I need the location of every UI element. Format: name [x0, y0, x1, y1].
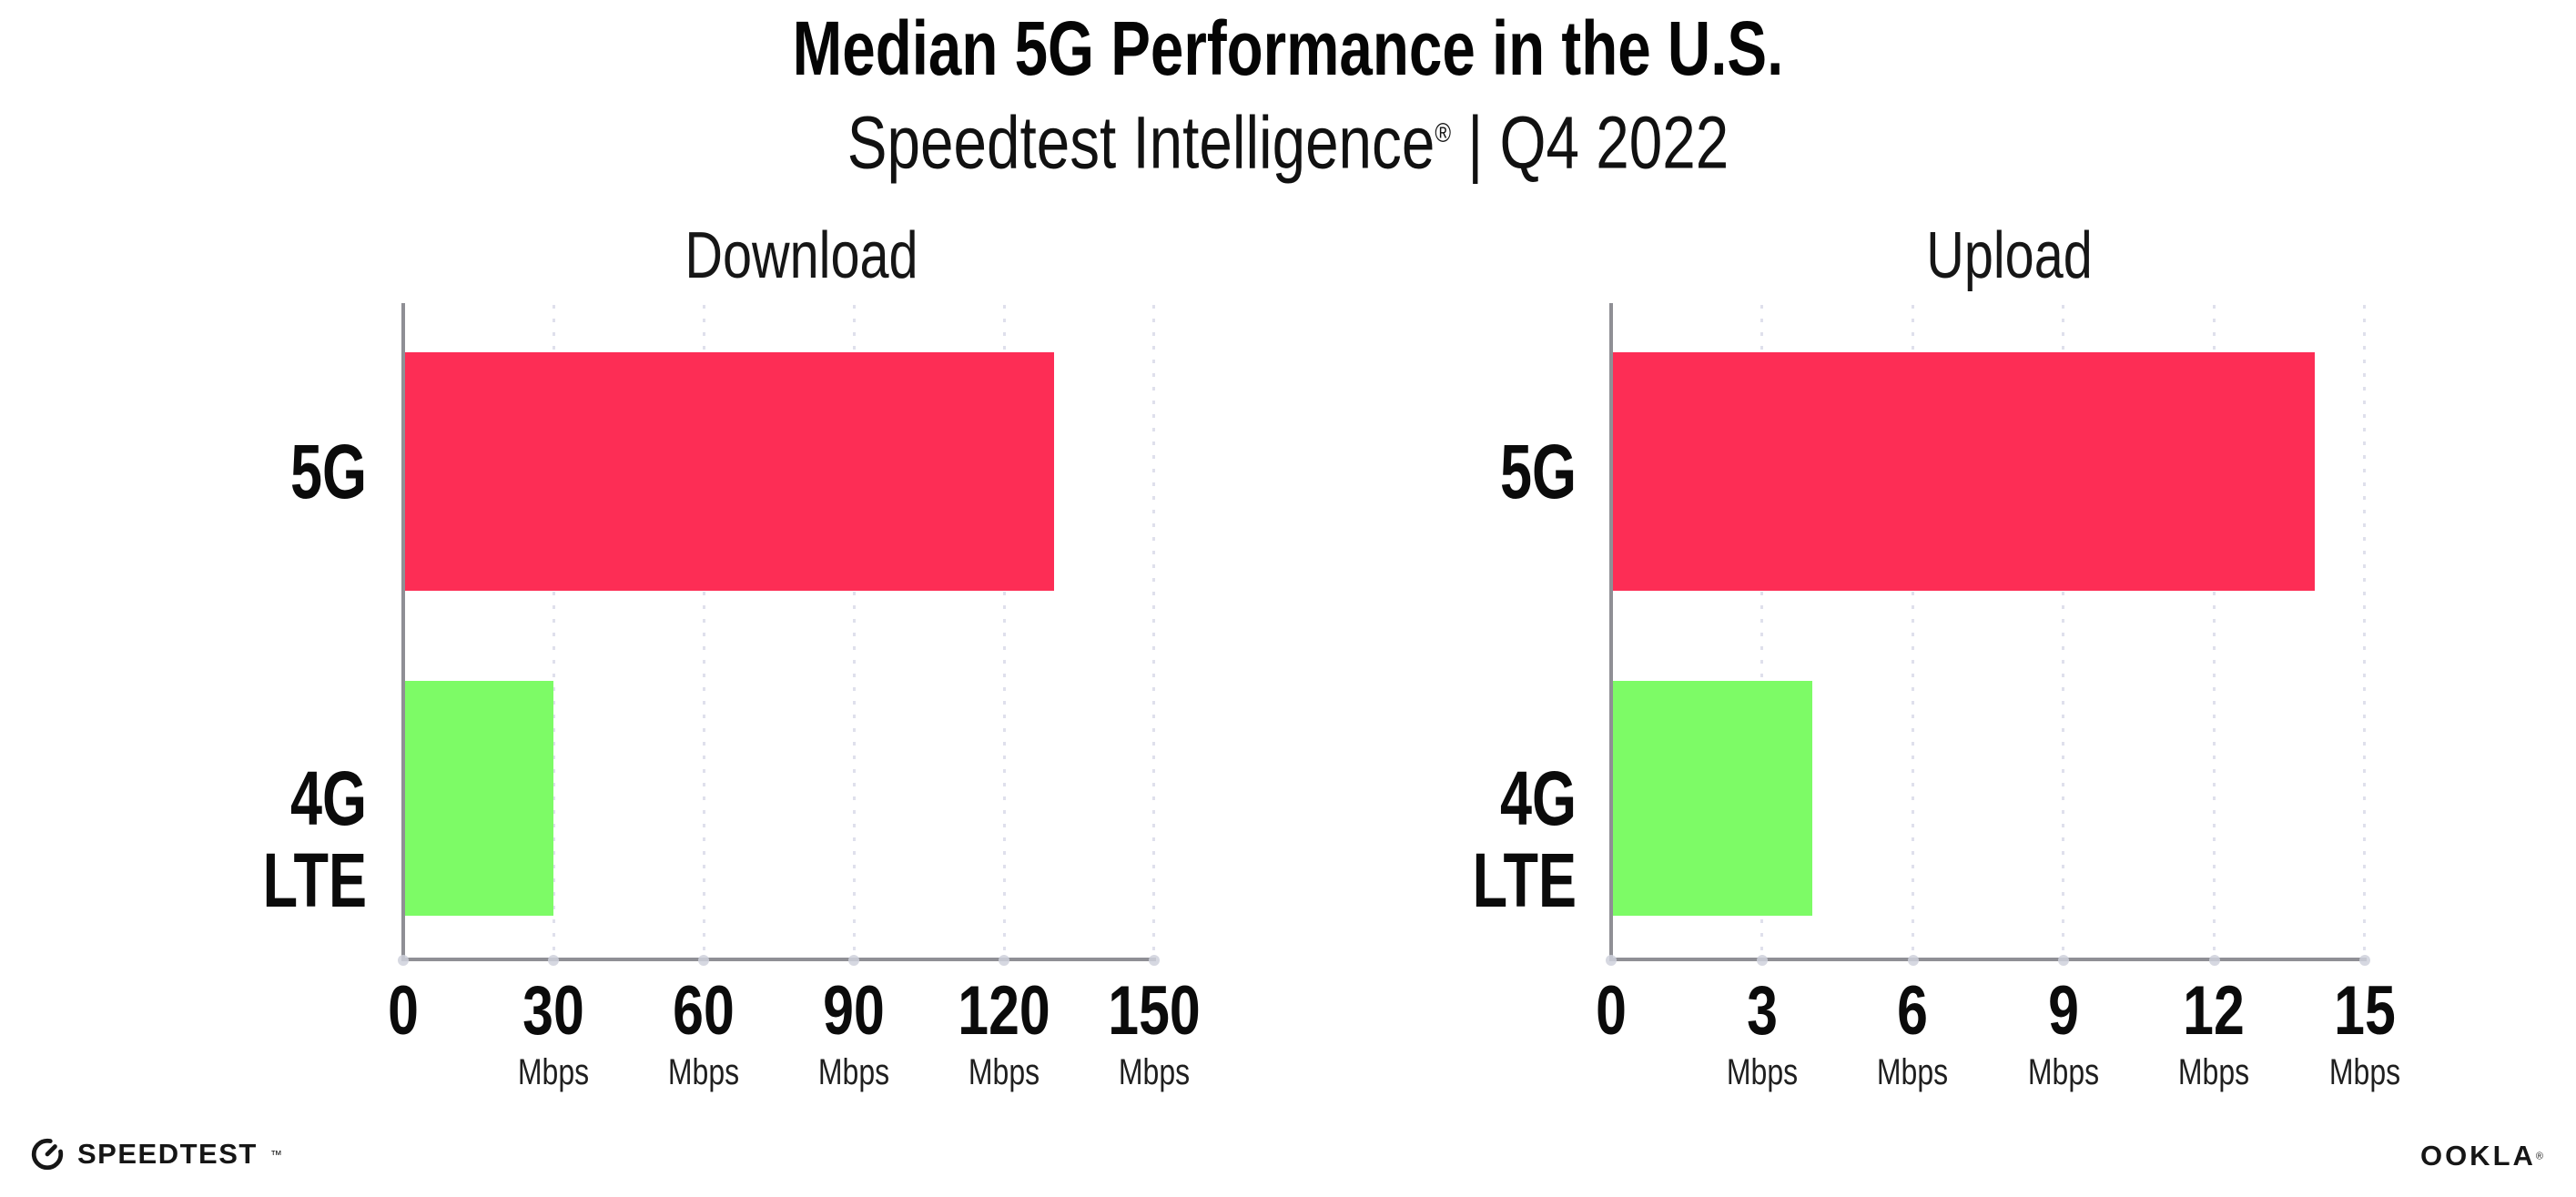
tick-unit: Mbps: [517, 1052, 590, 1092]
upload-axis-dot-0: [1606, 955, 1617, 966]
tick-number: 60: [673, 972, 735, 1050]
upload-axis-dot-15: [2359, 955, 2370, 966]
tick-number: 0: [388, 972, 419, 1050]
download-x-tick-0: 0: [341, 976, 465, 1052]
upload-axis-dot-9: [2058, 955, 2069, 966]
page-title: Median 5G Performance in the U.S.: [792, 5, 1784, 91]
download-gridline-60: [703, 305, 705, 958]
tick-number: 150: [1108, 972, 1201, 1050]
tick-unit: Mbps: [2328, 1052, 2401, 1092]
tick-unit: Mbps: [1118, 1052, 1191, 1092]
download-axis-dot-150: [1149, 955, 1160, 966]
upload-gridline-9: [2062, 305, 2064, 958]
speedtest-gauge-icon: [30, 1137, 65, 1172]
tick-number: 30: [522, 972, 584, 1050]
tick-number: 15: [2334, 972, 2396, 1050]
subtitle-brand: Speedtest Intelligence: [847, 101, 1435, 185]
download-x-tick-30: 30 Mbps: [492, 972, 615, 1093]
tick-unit: Mbps: [1876, 1052, 1949, 1092]
tick-number: 3: [1747, 972, 1778, 1050]
download-gridline-30: [553, 305, 555, 958]
upload-x-axis: [1609, 958, 2367, 961]
download-y-axis: [401, 303, 405, 961]
download-x-tick-60: 60 Mbps: [642, 972, 766, 1093]
upload-x-tick-0: 0: [1549, 976, 1673, 1052]
upload-x-tick-6: 6 Mbps: [1851, 972, 1974, 1093]
download-x-tick-150: 150 Mbps: [1092, 972, 1216, 1093]
tick-unit: Mbps: [2027, 1052, 2100, 1092]
download-bar-5g: [403, 352, 1054, 591]
download-category-label-5g: 5G: [289, 429, 367, 514]
upload-chart-title: Upload: [1926, 219, 2093, 292]
upload-axis-dot-12: [2209, 955, 2220, 966]
tick-unit: Mbps: [2177, 1052, 2250, 1092]
upload-gridline-12: [2213, 305, 2216, 958]
download-axis-dot-60: [698, 955, 709, 966]
upload-x-tick-3: 3 Mbps: [1700, 972, 1824, 1093]
download-x-tick-90: 90 Mbps: [792, 972, 916, 1093]
page-subtitle: Speedtest Intelligence® | Q4 2022: [258, 90, 2318, 187]
download-axis-dot-120: [999, 955, 1009, 966]
upload-gridline-15: [2363, 305, 2366, 958]
download-gridline-120: [1003, 305, 1006, 958]
download-category-label-4g-lte: 4G LTE: [262, 756, 367, 923]
download-bar-4g-lte: [403, 681, 553, 916]
upload-y-axis: [1609, 303, 1613, 961]
tick-number: 120: [958, 972, 1050, 1050]
tick-number: 0: [1596, 972, 1627, 1050]
upload-axis-dot-3: [1757, 955, 1768, 966]
tick-number: 6: [1897, 972, 1928, 1050]
tick-unit: Mbps: [1726, 1052, 1799, 1092]
trademark-icon: ™: [269, 1147, 282, 1161]
upload-bar-5g: [1611, 352, 2315, 591]
download-chart-title: Download: [685, 219, 918, 292]
registered-mark-icon: ®: [2535, 1151, 2543, 1162]
download-gridline-90: [853, 305, 856, 958]
upload-x-tick-12: 12 Mbps: [2152, 972, 2276, 1093]
upload-category-label-5g: 5G: [1499, 429, 1577, 514]
ookla-wordmark: OOKLA: [2419, 1140, 2536, 1172]
upload-category-label-4g-lte: 4G LTE: [1472, 756, 1577, 923]
download-x-tick-120: 120 Mbps: [942, 972, 1066, 1093]
tick-number: 9: [2048, 972, 2079, 1050]
tick-unit: Mbps: [817, 1052, 890, 1092]
upload-gridline-3: [1760, 305, 1763, 958]
download-gridline-150: [1152, 305, 1155, 958]
download-plot-area: [398, 303, 1160, 966]
download-axis-dot-30: [548, 955, 559, 966]
tick-unit: Mbps: [667, 1052, 740, 1092]
subtitle-period: | Q4 2022: [1451, 101, 1729, 185]
download-x-axis: [401, 958, 1156, 961]
upload-gridline-6: [1912, 305, 1914, 958]
upload-axis-dot-6: [1908, 955, 1919, 966]
speedtest-logo: SPEEDTEST ™: [30, 1136, 282, 1172]
upload-x-tick-15: 15 Mbps: [2303, 972, 2427, 1093]
speedtest-wordmark: SPEEDTEST: [77, 1138, 258, 1170]
upload-plot-area: [1606, 303, 2370, 966]
download-axis-dot-0: [398, 955, 409, 966]
upload-bar-4g-lte: [1611, 681, 1812, 916]
tick-number: 90: [823, 972, 885, 1050]
registered-mark-icon: ®: [1435, 118, 1452, 148]
tick-unit: Mbps: [968, 1052, 1040, 1092]
ookla-logo: OOKLA®: [2420, 1140, 2543, 1172]
tick-number: 12: [2183, 972, 2245, 1050]
download-axis-dot-90: [848, 955, 859, 966]
upload-x-tick-9: 9 Mbps: [2002, 972, 2125, 1093]
